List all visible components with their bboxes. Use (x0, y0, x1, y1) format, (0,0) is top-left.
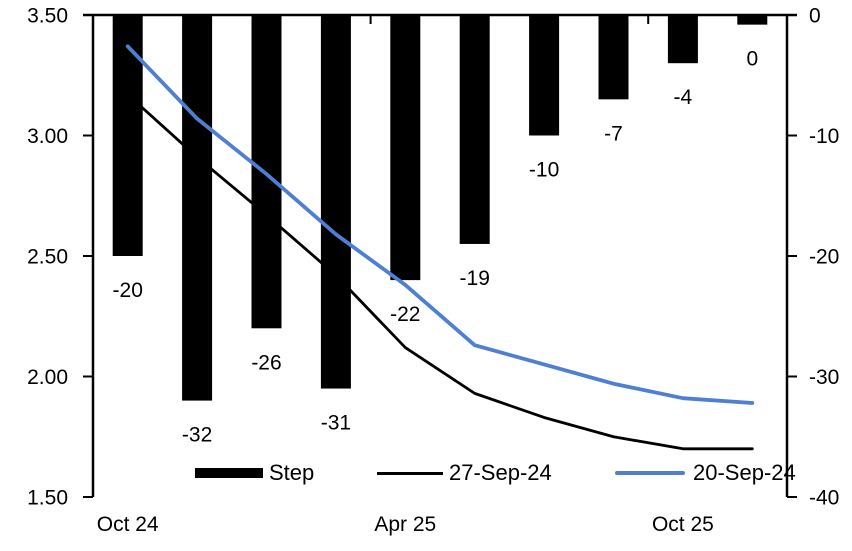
bar-value-label: 0 (746, 48, 758, 71)
step-bar (737, 15, 768, 25)
right-axis-tick-label: -30 (809, 366, 839, 389)
line-20-sep-24 (125, 44, 755, 405)
legend-item-20-sep-24: 20-Sep-24 (615, 459, 796, 487)
bar-value-label: -10 (529, 159, 559, 182)
x-axis-label: Apr 25 (374, 513, 436, 536)
right-axis-tick-label: -10 (809, 125, 839, 148)
bar-value-label: -31 (321, 412, 351, 435)
bar-value-label: -20 (113, 279, 143, 302)
legend-label-20-sep-24: 20-Sep-24 (693, 460, 796, 485)
bar-value-label: -22 (390, 303, 420, 326)
bar-value-label: -19 (460, 267, 490, 290)
step-bar (390, 15, 421, 281)
right-axis-tick-label: 0 (809, 5, 821, 28)
bar-value-label: -26 (251, 351, 281, 374)
step-bar (529, 15, 560, 136)
step-bar (667, 15, 698, 64)
x-axis-label: Oct 25 (652, 513, 714, 536)
left-axis-tick-label: 2.00 (27, 366, 68, 389)
legend-swatch-20-sep-line (615, 471, 685, 475)
legend-swatch-27-sep-line (377, 471, 443, 475)
chart-legend: Step 27-Sep-24 20-Sep-24 (0, 459, 852, 487)
legend-swatch-step-bar (195, 468, 263, 478)
step-bar (182, 15, 213, 401)
step-bar (598, 15, 629, 100)
left-axis-tick-label: 1.50 (27, 487, 68, 510)
step-bar (459, 15, 490, 244)
right-axis-tick-label: -40 (809, 487, 839, 510)
step-bar (112, 15, 143, 256)
bar-value-label: -7 (604, 122, 623, 145)
right-axis-tick-label: -20 (809, 246, 839, 269)
left-axis-tick-label: 3.50 (27, 5, 68, 28)
step-bar (320, 15, 351, 389)
legend-label-step: Step (269, 460, 315, 485)
x-axis-label: Oct 24 (97, 513, 159, 536)
bar-value-label: -32 (182, 424, 212, 447)
legend-item-step: Step (195, 459, 314, 487)
legend-label-27-sep-24: 27-Sep-24 (449, 460, 552, 485)
legend-item-27-sep-24: 27-Sep-24 (377, 459, 552, 487)
line-27-sep-24 (126, 93, 754, 451)
bar-value-label: -4 (674, 86, 693, 109)
left-axis-tick-label: 3.00 (27, 125, 68, 148)
left-axis-tick-label: 2.50 (27, 246, 68, 269)
